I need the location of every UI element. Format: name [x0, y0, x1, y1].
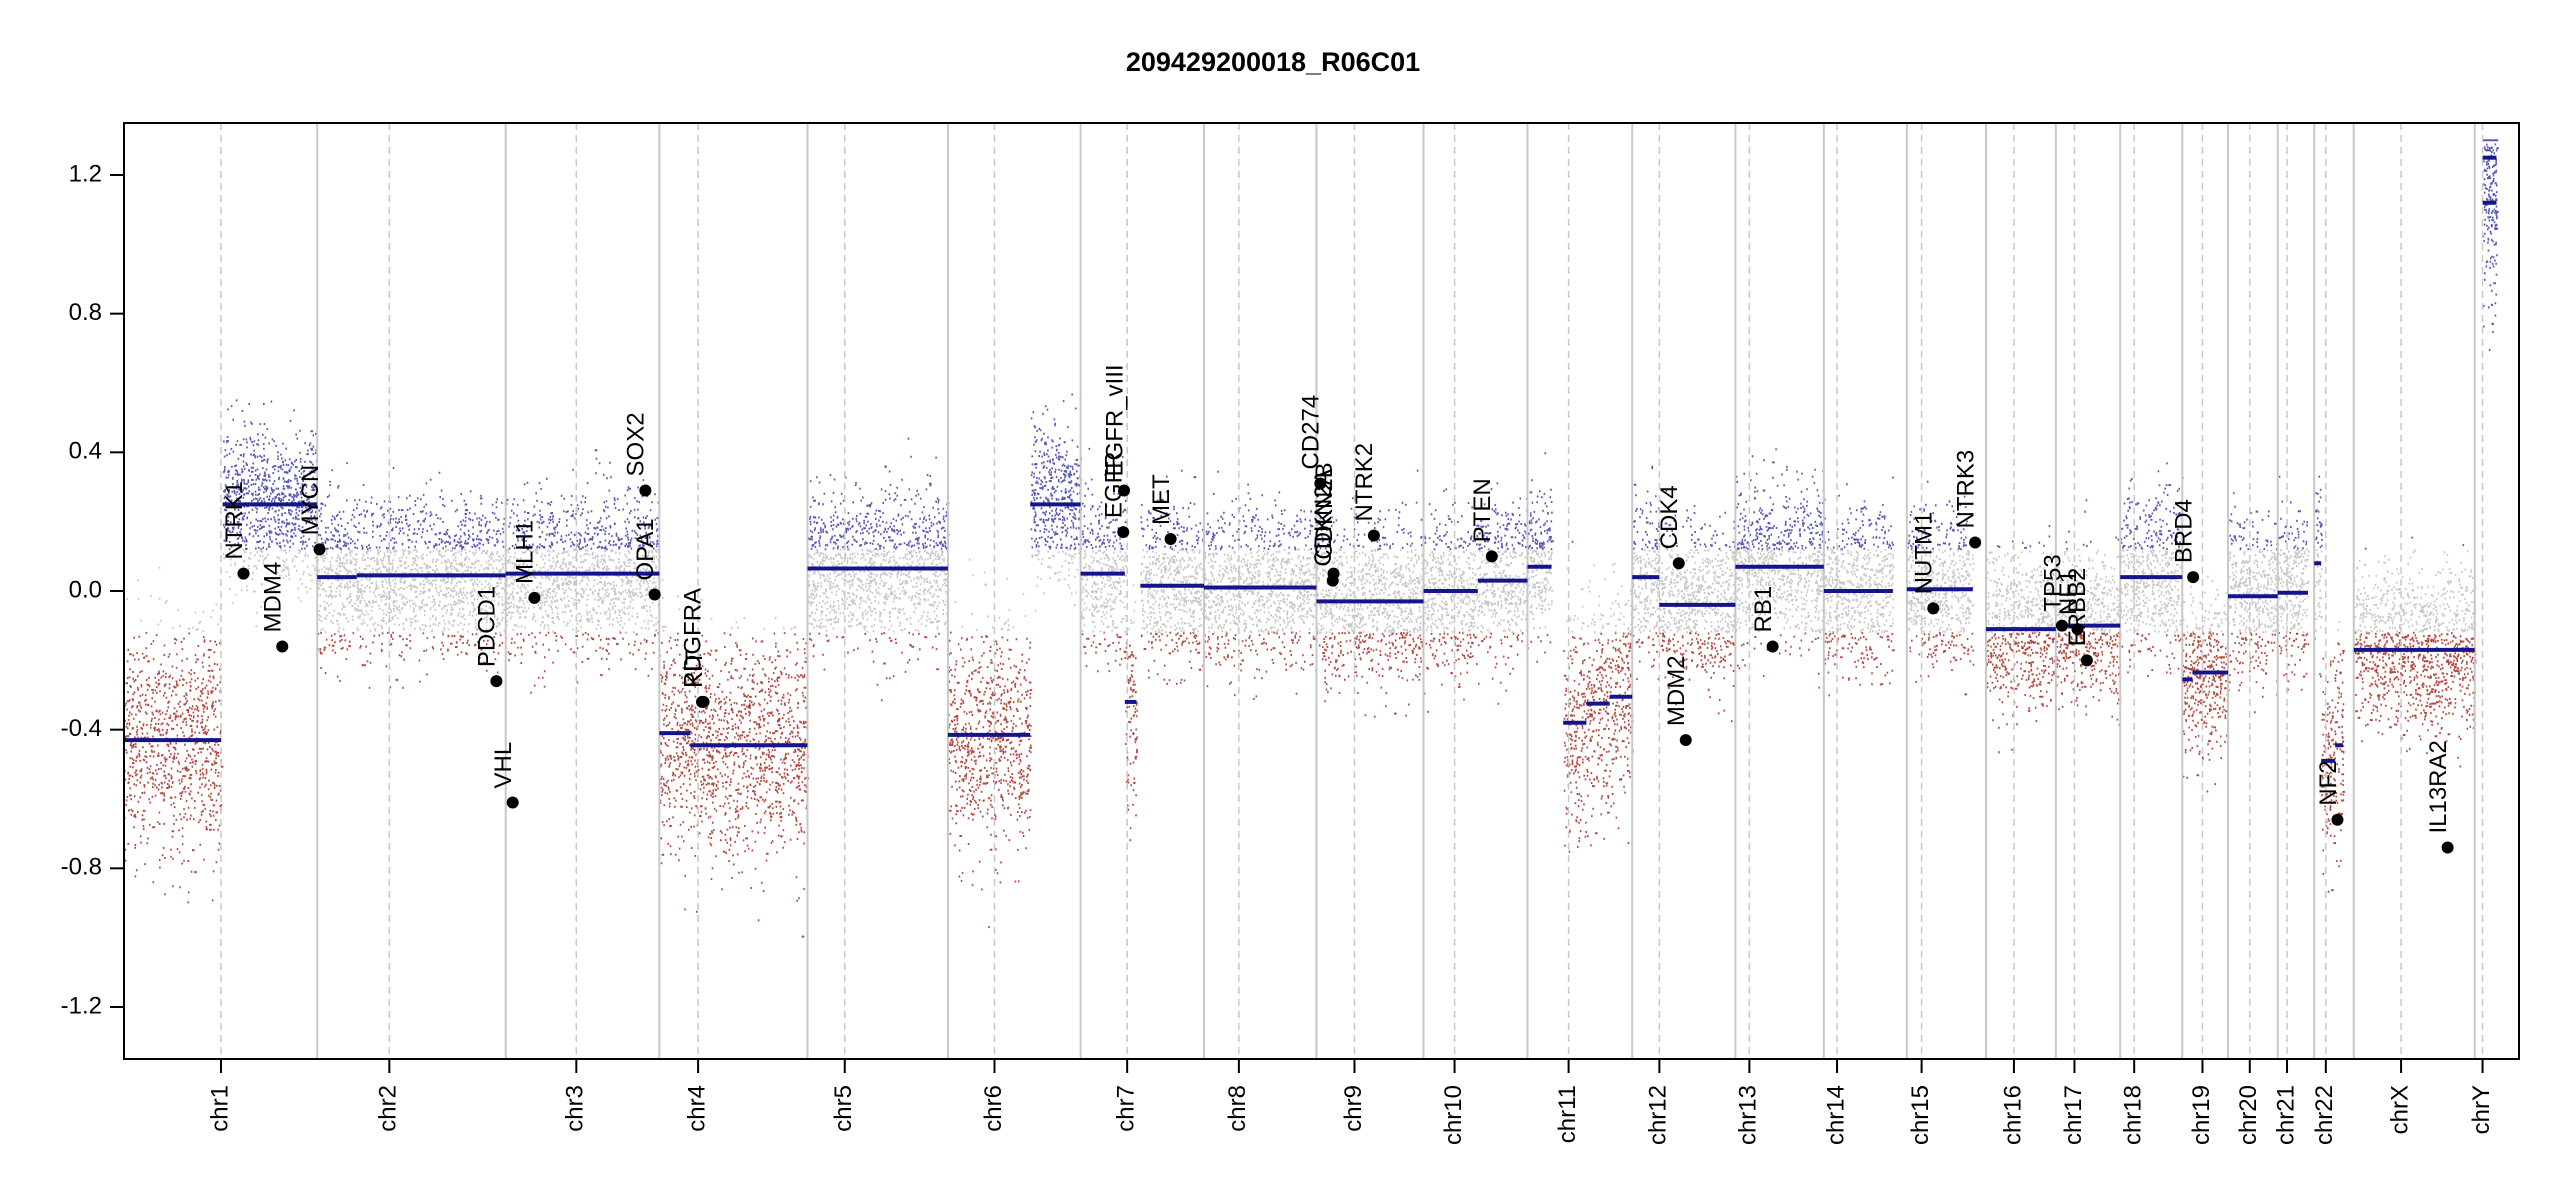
gene-label: MDM2: [1663, 655, 1690, 726]
gene-label: MLH1: [512, 520, 539, 584]
x-tick-label: chr14: [1822, 1085, 1849, 1145]
x-tick-label: chr6: [980, 1085, 1007, 1132]
x-tick-label: chr4: [683, 1085, 710, 1132]
y-tick-label: 0.8: [69, 299, 102, 326]
gene-point: [648, 588, 661, 601]
x-tick-label: chrY: [2468, 1085, 2495, 1134]
gene-markers: NTRK1 MDM4 MYCN PDCD1 VHL MLH1 SOX2 OPA1 PDGFRAK…: [221, 364, 2454, 854]
gene-point: [1118, 484, 1131, 497]
gene-label: PDGFRA: [679, 588, 706, 688]
gene-label: MYCN: [297, 465, 324, 536]
x-tick-label: chr16: [1999, 1085, 2026, 1145]
gene-point: [2071, 623, 2084, 636]
gene-label: NF2: [2315, 760, 2342, 805]
gene-point: [1314, 477, 1327, 490]
gene-point: [490, 675, 503, 688]
gene-point: [1117, 526, 1130, 539]
x-tick-label: chr1: [206, 1085, 233, 1132]
y-tick-label: -0.4: [61, 715, 102, 742]
gene-point: [237, 567, 250, 580]
gene-label: KIT: [681, 650, 708, 688]
gene-point: [528, 591, 541, 604]
gene-point: [1164, 533, 1177, 545]
chromosome-boundaries: [220, 123, 2484, 1059]
x-tick-label: chr5: [830, 1085, 857, 1132]
gene-point: [2080, 654, 2093, 667]
gene-point: [2187, 571, 2200, 584]
x-tick-label: chr21: [2272, 1085, 2299, 1145]
gene-label: NTRK1: [221, 481, 248, 560]
loss-points: [124, 631, 2477, 938]
y-tick-label: 1.2: [69, 160, 102, 187]
neutral-points: [126, 548, 2477, 634]
gene-point: [1927, 602, 1940, 615]
x-tick-label: chr19: [2188, 1085, 2215, 1145]
x-tick-label: chr10: [1440, 1085, 1467, 1145]
gene-point: [1766, 640, 1779, 653]
gene-label: MDM4: [260, 562, 287, 633]
gene-point: [1679, 734, 1692, 747]
gene-label: PTEN: [1469, 478, 1496, 542]
gene-point: [697, 695, 710, 708]
gene-label: RB1: [1750, 586, 1777, 633]
x-tick-label: chr11: [1554, 1085, 1581, 1143]
x-tick-label: chr8: [1224, 1085, 1251, 1132]
gene-label: NTRK2: [1351, 443, 1378, 522]
y-tick-label: -0.8: [61, 854, 102, 881]
gene-label: TP53: [2039, 554, 2066, 611]
segments: [124, 155, 2497, 763]
gene-label: PDCD1: [474, 586, 501, 667]
x-tick-label: chr7: [1112, 1085, 1139, 1132]
y-tick-label: -1.2: [61, 992, 102, 1019]
x-tick-label: chr15: [1907, 1085, 1934, 1145]
gene-label: CDK4: [1656, 485, 1683, 549]
gene-label: BRD4: [2170, 499, 2197, 563]
gene-label: ERBB2: [2064, 568, 2091, 647]
gene-point: [1485, 550, 1498, 563]
gene-label: EGFR_vIII: [1101, 364, 1128, 476]
x-tick-label: chr12: [1645, 1085, 1672, 1145]
gene-point: [276, 640, 289, 653]
gene-label: NUTM1: [1911, 512, 1938, 595]
gene-point: [1672, 557, 1685, 570]
y-tick-label: 0.0: [69, 576, 102, 603]
gene-label: MET: [1148, 474, 1175, 525]
gene-point: [313, 543, 326, 556]
gene-point: [2441, 841, 2454, 854]
x-tick-label: chr22: [2311, 1085, 2338, 1145]
gene-label: NTRK3: [1952, 450, 1979, 529]
x-tick-label: chr13: [1735, 1085, 1762, 1145]
gene-label: CDKN2A: [1310, 469, 1337, 566]
x-tick-label: chr18: [2120, 1085, 2147, 1145]
gene-label: IL13RA2: [2425, 740, 2452, 833]
gene-label: CD274: [1298, 395, 1325, 470]
gene-point: [1327, 567, 1340, 580]
x-tick-label: chrX: [2386, 1085, 2413, 1134]
x-tick-label: chr20: [2235, 1085, 2262, 1145]
gene-point: [1969, 536, 1982, 549]
gene-label: NF1: [2055, 570, 2082, 615]
x-tick-label: chr17: [2060, 1085, 2087, 1145]
x-axis: chr1 chr2 chr3 chr4 chr5 chr6 chr7 chr8 chr9 chr1…: [206, 1059, 2495, 1145]
gene-point: [2056, 619, 2069, 632]
x-tick-label: chr2: [375, 1085, 402, 1132]
chart-title: 209429200018_R06C01: [1126, 47, 1420, 77]
gene-point: [639, 484, 652, 497]
gene-label: SOX2: [623, 412, 650, 476]
y-tick-label: 0.4: [69, 438, 102, 465]
gene-label: CDKN2B: [1311, 462, 1338, 559]
gene-label: OPA1: [632, 518, 659, 580]
gain-points: [222, 139, 2499, 551]
gene-label: VHL: [490, 742, 517, 789]
x-tick-label: chr3: [562, 1085, 589, 1132]
gene-point: [506, 796, 519, 809]
y-axis: -1.2 -0.8 -0.4 0.0 0.4 0.8 1.2: [61, 160, 124, 1019]
x-tick-label: chr9: [1340, 1085, 1367, 1132]
gene-point: [2331, 813, 2344, 826]
gene-point: [1367, 529, 1380, 542]
